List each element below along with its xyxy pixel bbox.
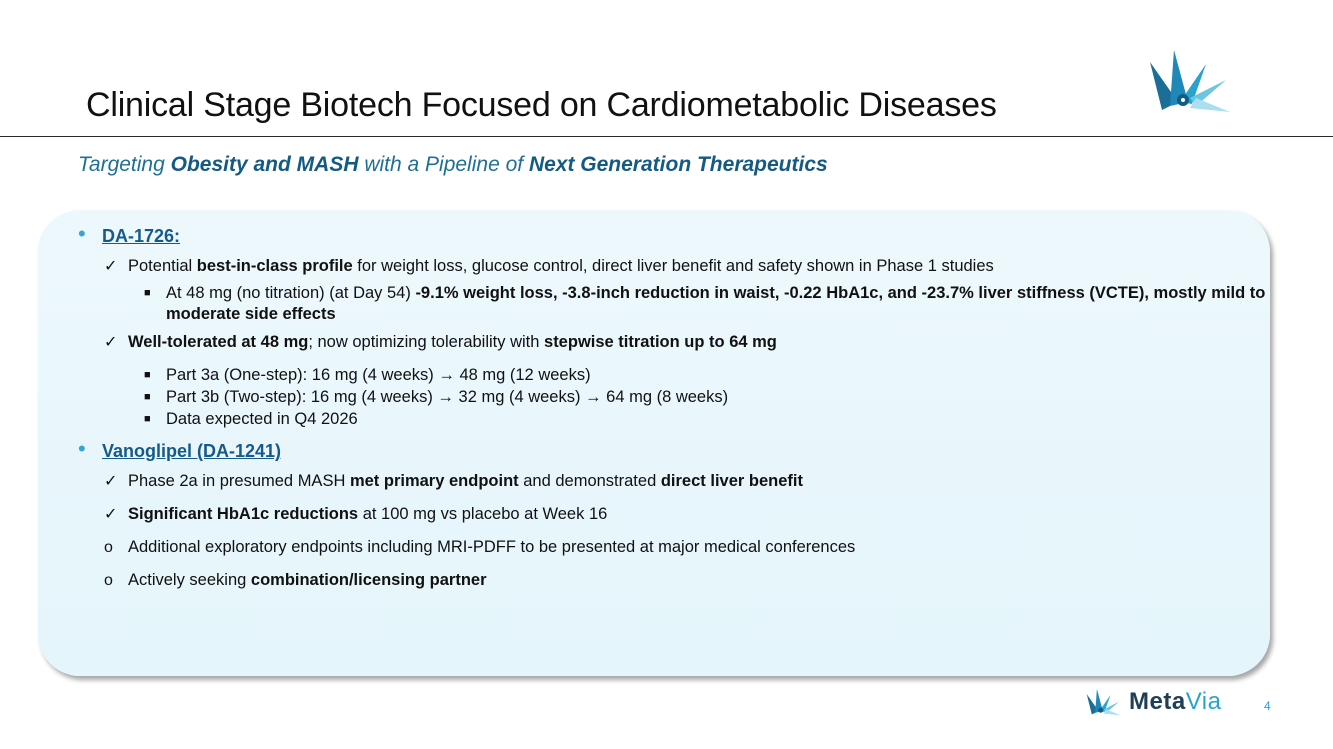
title-divider <box>0 136 1333 137</box>
content-body: • DA-1726: ✓ Potential best-in-class pro… <box>78 221 1268 597</box>
square-bullet-icon: ■ <box>144 369 151 381</box>
list-item: ✓ Potential best-in-class profile for we… <box>104 257 994 275</box>
section-heading-vanoglipel[interactable]: Vanoglipel (DA-1241) <box>102 441 282 461</box>
section-heading-da1726[interactable]: DA-1726: <box>102 226 181 246</box>
square-bullet-icon: ■ <box>144 413 151 425</box>
metavia-logo-small-icon <box>1086 689 1121 716</box>
circle-bullet-icon: o <box>104 539 113 556</box>
list-item: ■ Part 3b (Two-step): 16 mg (4 weeks) → … <box>144 388 729 406</box>
list-item: o Actively seeking combination/licensing… <box>104 571 487 589</box>
list-item: o Additional exploratory endpoints inclu… <box>104 538 856 556</box>
list-item: ■ Part 3a (One-step): 16 mg (4 weeks) → … <box>144 366 591 384</box>
bullet-icon: • <box>78 221 86 246</box>
bullet-icon: • <box>78 436 86 461</box>
checkmark-icon: ✓ <box>104 334 118 351</box>
slide-title: Clinical Stage Biotech Focused on Cardio… <box>86 86 997 124</box>
page-number: 4 <box>1264 699 1271 713</box>
metavia-logo-icon <box>1150 50 1230 112</box>
list-item: ✓ Significant HbA1c reductions at 100 mg… <box>104 505 608 523</box>
slide-subtitle: Targeting Obesity and MASH with a Pipeli… <box>78 153 828 176</box>
list-item: ■ Data expected in Q4 2026 <box>144 410 358 428</box>
section-vanoglipel: • Vanoglipel (DA-1241) <box>78 436 1268 463</box>
content-panel <box>38 210 1270 676</box>
list-item: ✓ Well-tolerated at 48 mg; now optimizin… <box>104 333 777 351</box>
square-bullet-icon: ■ <box>144 391 151 403</box>
brand-wordmark: MetaVia <box>1129 688 1222 715</box>
section-da1726: • DA-1726: <box>78 221 1268 248</box>
checkmark-icon: ✓ <box>104 258 118 275</box>
checkmark-icon: ✓ <box>104 506 118 523</box>
checkmark-icon: ✓ <box>104 473 118 490</box>
circle-bullet-icon: o <box>104 572 113 589</box>
square-bullet-icon: ■ <box>144 287 151 299</box>
list-item: ✓ Phase 2a in presumed MASH met primary … <box>104 472 803 490</box>
list-item: ■ At 48 mg (no titration) (at Day 54) -9… <box>144 284 1266 323</box>
